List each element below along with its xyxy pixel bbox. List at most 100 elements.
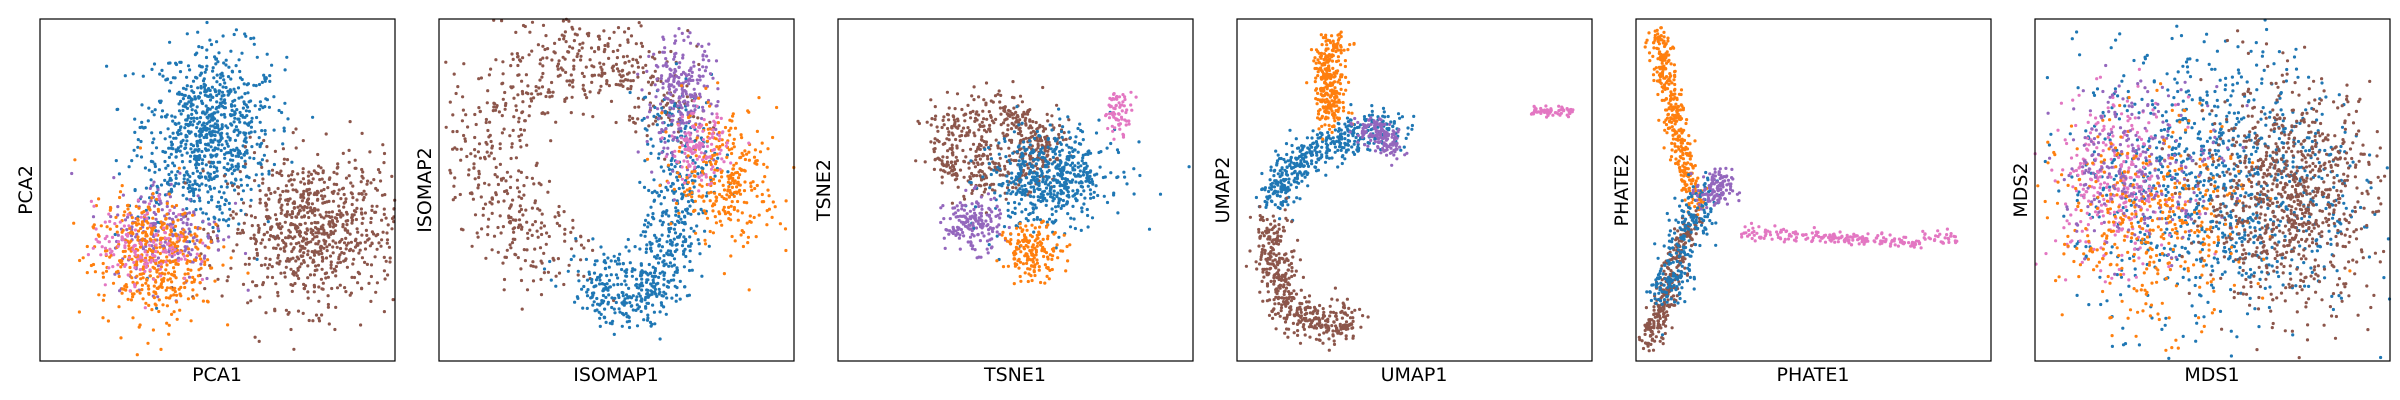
scatter-point-blue: [208, 107, 212, 111]
scatter-point-blue: [153, 164, 157, 169]
scatter-point-brown: [292, 347, 296, 351]
scatter-point-brown: [950, 143, 954, 147]
scatter-point-orange: [730, 147, 734, 151]
scatter-point-brown: [350, 221, 354, 225]
scatter-point-blue: [256, 161, 260, 165]
scatter-point-blue: [655, 191, 659, 195]
scatter-point-brown: [264, 203, 269, 207]
scatter-point-pink: [144, 265, 148, 269]
scatter-point-brown: [627, 118, 632, 122]
scatter-point-brown: [632, 120, 636, 124]
scatter-point-brown: [961, 148, 965, 153]
scatter-point-orange: [135, 281, 139, 285]
scatter-point-blue: [651, 278, 655, 282]
scatter-point-brown: [293, 226, 298, 230]
scatter-point-brown: [940, 175, 944, 179]
scatter-point-orange: [135, 223, 139, 227]
scatter-point-brown: [1006, 123, 1010, 127]
scatter-point-purple: [703, 69, 707, 73]
scatter-point-purple: [668, 114, 672, 118]
scatter-point-brown: [539, 293, 544, 297]
scatter-point-orange: [152, 226, 156, 230]
scatter-point-blue: [630, 304, 634, 308]
scatter-point-brown: [357, 251, 361, 255]
scatter-point-brown: [611, 69, 615, 73]
scatter-point-pink: [690, 140, 694, 144]
scatter-point-brown: [516, 256, 520, 260]
scatter-point-purple: [181, 221, 185, 225]
scatter-point-orange: [666, 163, 671, 167]
scatter-point-brown: [293, 281, 297, 286]
scatter-point-blue: [233, 138, 238, 142]
scatter-point-purple: [134, 235, 138, 239]
scatter-point-brown: [543, 112, 547, 116]
scatter-point-brown: [1023, 112, 1027, 116]
scatter-point-orange: [766, 147, 770, 151]
scatter-point-brown: [1045, 112, 1049, 116]
scatter-point-purple: [701, 74, 705, 78]
scatter-point-brown: [550, 58, 554, 62]
scatter-point-orange: [159, 225, 163, 229]
scatter-point-blue: [181, 97, 185, 101]
scatter-point-purple: [673, 52, 677, 56]
scatter-point-orange: [712, 153, 716, 157]
scatter-point-blue: [205, 20, 209, 25]
scatter-point-blue: [195, 126, 199, 130]
scatter-point-brown: [502, 199, 506, 203]
scatter-point-blue: [221, 85, 225, 89]
scatter-point-orange: [185, 279, 189, 283]
scatter-point-orange: [101, 271, 105, 275]
scatter-point-brown: [935, 138, 939, 142]
scatter-point-brown: [300, 205, 304, 209]
scatter-point-brown: [358, 241, 362, 245]
scatter-point-brown: [341, 151, 345, 155]
scatter-point-blue: [631, 294, 635, 298]
scatter-point-blue: [672, 227, 676, 231]
scatter-point-blue: [189, 147, 193, 151]
scatter-point-orange: [729, 254, 733, 258]
scatter-point-brown: [519, 267, 523, 271]
scatter-point-orange: [704, 123, 709, 127]
scatter-point-blue: [646, 213, 650, 217]
scatter-point-brown: [492, 105, 496, 109]
scatter-point-brown: [486, 225, 490, 229]
scatter-point-blue: [154, 146, 159, 150]
scatter-point-orange: [751, 180, 755, 184]
scatter-point-blue: [268, 74, 272, 78]
scatter-point-brown: [283, 275, 287, 279]
scatter-point-pink: [688, 133, 692, 137]
scatter-point-blue: [197, 162, 201, 167]
scatter-point-orange: [714, 199, 718, 203]
scatter-point-brown: [515, 178, 519, 182]
scatter-point-pink: [680, 177, 684, 181]
scatter-point-brown: [294, 188, 298, 192]
scatter-point-blue: [206, 200, 211, 204]
scatter-point-brown: [216, 277, 220, 281]
scatter-point-purple: [653, 83, 657, 87]
scatter-point-blue: [683, 285, 687, 289]
scatter-point-brown: [295, 215, 299, 219]
scatter-point-brown: [303, 205, 307, 209]
scatter-point-brown: [291, 247, 295, 251]
scatter-point-orange: [171, 220, 175, 224]
scatter-point-blue: [666, 285, 670, 289]
scatter-point-brown: [370, 242, 374, 246]
scatter-point-blue: [667, 167, 671, 172]
scatter-point-blue: [154, 229, 158, 233]
scatter-point-brown: [372, 232, 376, 236]
scatter-point-purple: [116, 205, 120, 209]
scatter-point-blue: [174, 122, 178, 126]
scatter-point-blue: [185, 207, 189, 211]
scatter-point-blue: [172, 164, 177, 168]
scatter-point-blue: [200, 161, 204, 166]
scatter-point-orange: [174, 203, 179, 208]
scatter-point-purple: [688, 77, 692, 81]
scatter-point-purple: [668, 84, 673, 88]
scatter-point-brown: [511, 218, 515, 222]
scatter-point-orange: [765, 223, 769, 227]
scatter-point-brown: [914, 159, 918, 163]
scatter-point-orange: [745, 201, 749, 205]
scatter-point-orange: [718, 212, 722, 216]
scatter-point-blue: [662, 273, 666, 277]
scatter-point-brown: [1041, 85, 1045, 90]
